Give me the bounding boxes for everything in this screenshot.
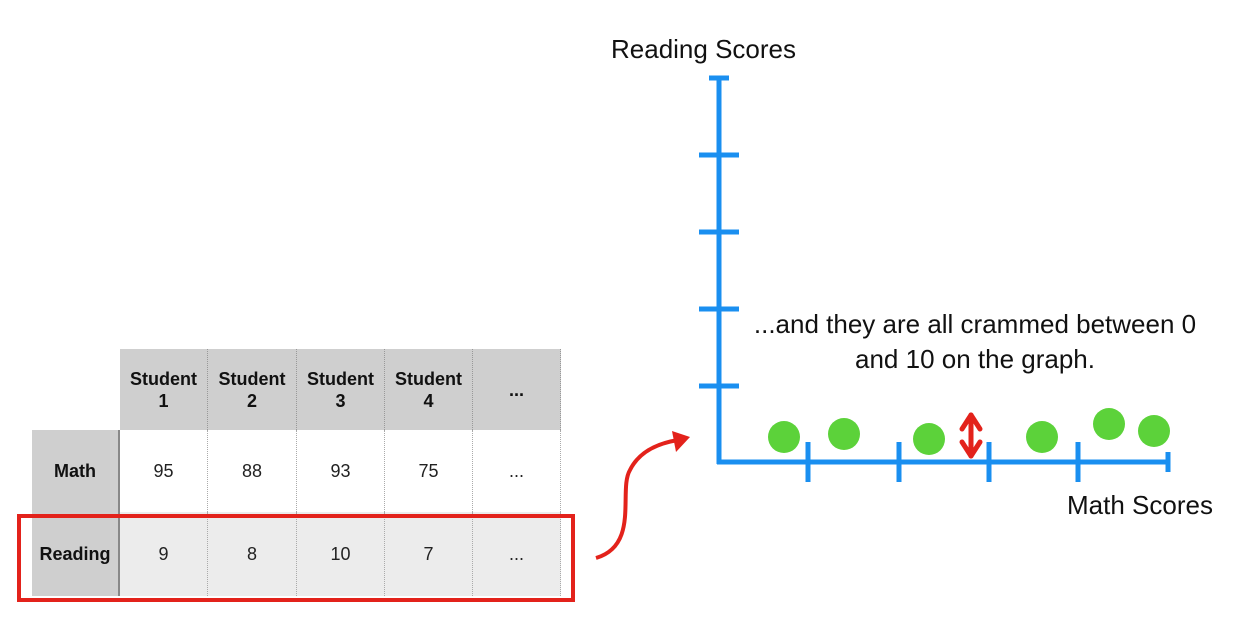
table-cell: ... [473, 430, 561, 512]
arrow-head-down [959, 439, 983, 459]
data-point [768, 421, 800, 453]
data-point [913, 423, 945, 455]
data-point [828, 418, 860, 450]
data-point [1093, 408, 1125, 440]
column-header: Student 4 [385, 349, 473, 430]
column-header: ... [473, 349, 561, 430]
table-cell: 75 [385, 430, 473, 512]
table-cell: 88 [208, 430, 297, 512]
reading-row-highlight [17, 514, 575, 602]
row-label: Math [32, 430, 120, 512]
table-cell: 7 [385, 512, 473, 596]
caption: ...and they are all crammed between 0 an… [753, 309, 1197, 374]
table-cell: ... [473, 512, 561, 596]
table-cell: 93 [297, 430, 385, 512]
column-header: Student 1 [120, 349, 208, 430]
arrow-head-up [959, 412, 983, 432]
column-header: Student 2 [208, 349, 297, 430]
curved-arrow-head [672, 431, 690, 452]
table-cell: 9 [120, 512, 208, 596]
data-point [1138, 415, 1170, 447]
column-header: Student 3 [297, 349, 385, 430]
table-cell: 8 [208, 512, 297, 596]
x-axis-label: Math Scores [1067, 490, 1213, 520]
y-axis-label: Reading Scores [611, 34, 796, 64]
curved-arrow-icon [595, 438, 679, 560]
row-label: Reading [32, 512, 120, 596]
data-point [1026, 421, 1058, 453]
table-cell: 10 [297, 512, 385, 596]
table-cell: 95 [120, 430, 208, 512]
